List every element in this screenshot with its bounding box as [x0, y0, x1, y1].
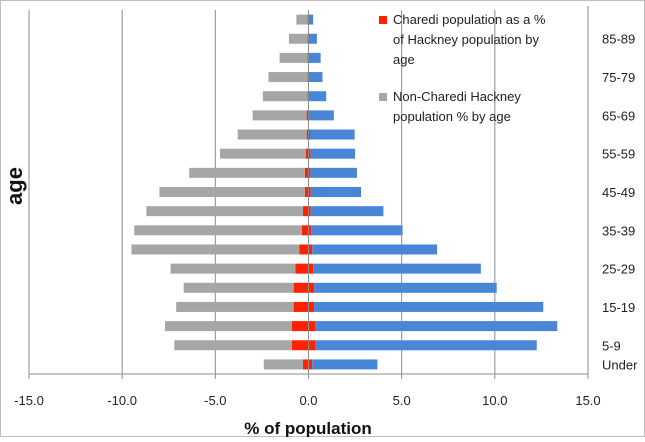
age-tick-label: 5-9	[602, 338, 621, 353]
x-tick-label: -15.0	[14, 393, 44, 408]
bar-non-charedi-right	[313, 263, 481, 274]
bar-charedi-right	[308, 129, 310, 140]
bar-non-charedi-right	[310, 167, 357, 178]
bar-non-charedi-right	[310, 148, 356, 159]
bar-charedi-left	[291, 321, 309, 332]
bar-non-charedi-right	[311, 225, 403, 236]
bar-non-charedi-left	[189, 167, 305, 178]
age-tick-label: 45-49	[602, 185, 635, 200]
x-tick-label: 5.0	[393, 393, 411, 408]
bar-non-charedi-left	[268, 72, 308, 83]
bar-charedi-left	[299, 244, 309, 255]
bar-charedi-right	[308, 110, 310, 121]
bar-charedi-left	[302, 206, 309, 217]
bar-non-charedi-right	[309, 129, 355, 140]
bar-non-charedi-left	[159, 187, 305, 197]
x-tick-label: -5.0	[204, 393, 226, 408]
bar-non-charedi-left	[174, 340, 292, 351]
bar-non-charedi-left	[288, 33, 308, 44]
age-tick-label: 85-89	[602, 32, 635, 47]
bar-charedi-left	[293, 282, 309, 293]
bar-charedi-right	[308, 301, 315, 312]
bar-non-charedi-left	[219, 148, 306, 159]
age-tick-label: 75-79	[602, 70, 635, 85]
age-tick-label: 15-19	[602, 300, 635, 315]
bar-non-charedi-left	[170, 263, 296, 274]
bar-non-charedi-left	[296, 14, 308, 25]
bar-charedi-right	[308, 263, 314, 274]
legend-swatch-non-charedi	[379, 93, 387, 101]
bar-charedi-left	[306, 110, 309, 121]
bar-non-charedi-right	[309, 14, 314, 25]
bar-charedi-right	[308, 321, 316, 332]
bar-charedi-right	[308, 340, 316, 351]
bar-non-charedi-right	[309, 52, 321, 63]
bar-non-charedi-right	[314, 301, 544, 312]
bar-charedi-left	[305, 148, 309, 159]
bar-non-charedi-left	[262, 91, 308, 102]
x-tick-label: -10.0	[107, 393, 137, 408]
bar-charedi-right	[308, 282, 315, 293]
bar-charedi-right	[308, 225, 312, 236]
bar-charedi-left	[306, 129, 309, 140]
legend-label-non-charedi: Non-Charedi Hackney population % by age	[393, 89, 521, 124]
bar-non-charedi-right	[310, 187, 362, 197]
bar-non-charedi-left	[131, 244, 300, 255]
bar-non-charedi-right	[309, 91, 327, 102]
bar-non-charedi-right	[315, 321, 558, 332]
x-tick-label: 15.0	[575, 393, 600, 408]
bar-charedi-left	[301, 225, 309, 236]
age-tick-label: 65-69	[602, 108, 635, 123]
bar-non-charedi-right	[310, 206, 384, 217]
bar-non-charedi-left	[183, 282, 294, 293]
bar-charedi-left	[304, 167, 309, 178]
bar-non-charedi-left	[263, 359, 303, 370]
bar-non-charedi-left	[146, 206, 303, 217]
bar-charedi-right	[308, 148, 311, 159]
bar-non-charedi-right	[314, 282, 497, 293]
bar-non-charedi-left	[176, 301, 294, 312]
legend-label-charedi: Charedi population as a % of Hackney popu…	[393, 12, 546, 67]
age-tick-label: 55-59	[602, 147, 635, 162]
bar-non-charedi-right	[309, 72, 323, 83]
bar-non-charedi-left	[237, 129, 307, 140]
bar-charedi-right	[308, 187, 311, 197]
bar-non-charedi-right	[309, 110, 334, 121]
bar-charedi-right	[308, 359, 313, 370]
bar-non-charedi-right	[312, 359, 378, 370]
bar-charedi-left	[293, 301, 309, 312]
bar-non-charedi-left	[134, 225, 302, 236]
bar-charedi-left	[295, 263, 309, 274]
bar-charedi-right	[308, 167, 311, 178]
bar-non-charedi-left	[165, 321, 292, 332]
y-axis-title: age	[2, 167, 27, 205]
bar-non-charedi-right	[315, 340, 537, 351]
x-axis-title: % of population	[244, 419, 371, 437]
bar-charedi-left	[304, 187, 309, 197]
legend-swatch-charedi	[379, 16, 387, 24]
x-tick-label: 10.0	[482, 393, 507, 408]
bar-charedi-left	[291, 340, 309, 351]
bar-charedi-right	[308, 244, 313, 255]
bar-non-charedi-right	[312, 244, 438, 255]
bar-non-charedi-left	[252, 110, 307, 121]
x-tick-label: 0.0	[299, 393, 317, 408]
bar-charedi-right	[308, 206, 311, 217]
age-tick-label: 25-29	[602, 262, 635, 277]
bar-charedi-left	[302, 359, 309, 370]
bar-non-charedi-right	[309, 33, 317, 44]
bar-non-charedi-left	[279, 52, 308, 63]
age-tick-label: 35-39	[602, 223, 635, 238]
age-tick-label: Under	[602, 357, 638, 372]
